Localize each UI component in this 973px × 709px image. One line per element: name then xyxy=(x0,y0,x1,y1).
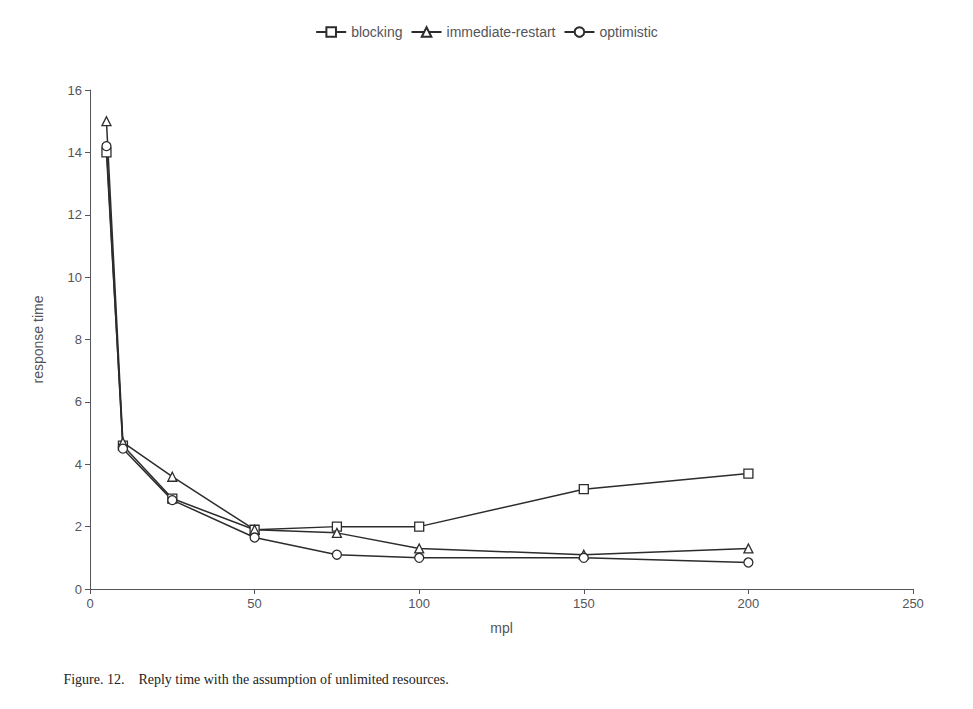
svg-text:14: 14 xyxy=(68,145,82,160)
svg-text:200: 200 xyxy=(738,596,760,611)
svg-text:8: 8 xyxy=(75,332,82,347)
svg-text:immediate-restart: immediate-restart xyxy=(447,24,556,40)
svg-text:response time: response time xyxy=(30,295,46,383)
svg-text:250: 250 xyxy=(902,596,924,611)
svg-text:Figure. 12. Reply time with: Figure. 12. Reply time with the assumpti… xyxy=(63,672,448,687)
svg-text:0: 0 xyxy=(75,582,82,597)
svg-text:2: 2 xyxy=(75,519,82,534)
svg-text:mpl: mpl xyxy=(490,620,513,636)
svg-text:16: 16 xyxy=(68,83,82,98)
svg-text:6: 6 xyxy=(75,394,82,409)
svg-text:blocking: blocking xyxy=(351,24,402,40)
svg-text:50: 50 xyxy=(247,596,261,611)
svg-text:100: 100 xyxy=(408,596,430,611)
svg-text:10: 10 xyxy=(68,270,82,285)
svg-text:4: 4 xyxy=(75,457,82,472)
svg-text:0: 0 xyxy=(86,596,93,611)
svg-text:12: 12 xyxy=(68,207,82,222)
svg-text:150: 150 xyxy=(573,596,595,611)
svg-text:optimistic: optimistic xyxy=(599,24,657,40)
